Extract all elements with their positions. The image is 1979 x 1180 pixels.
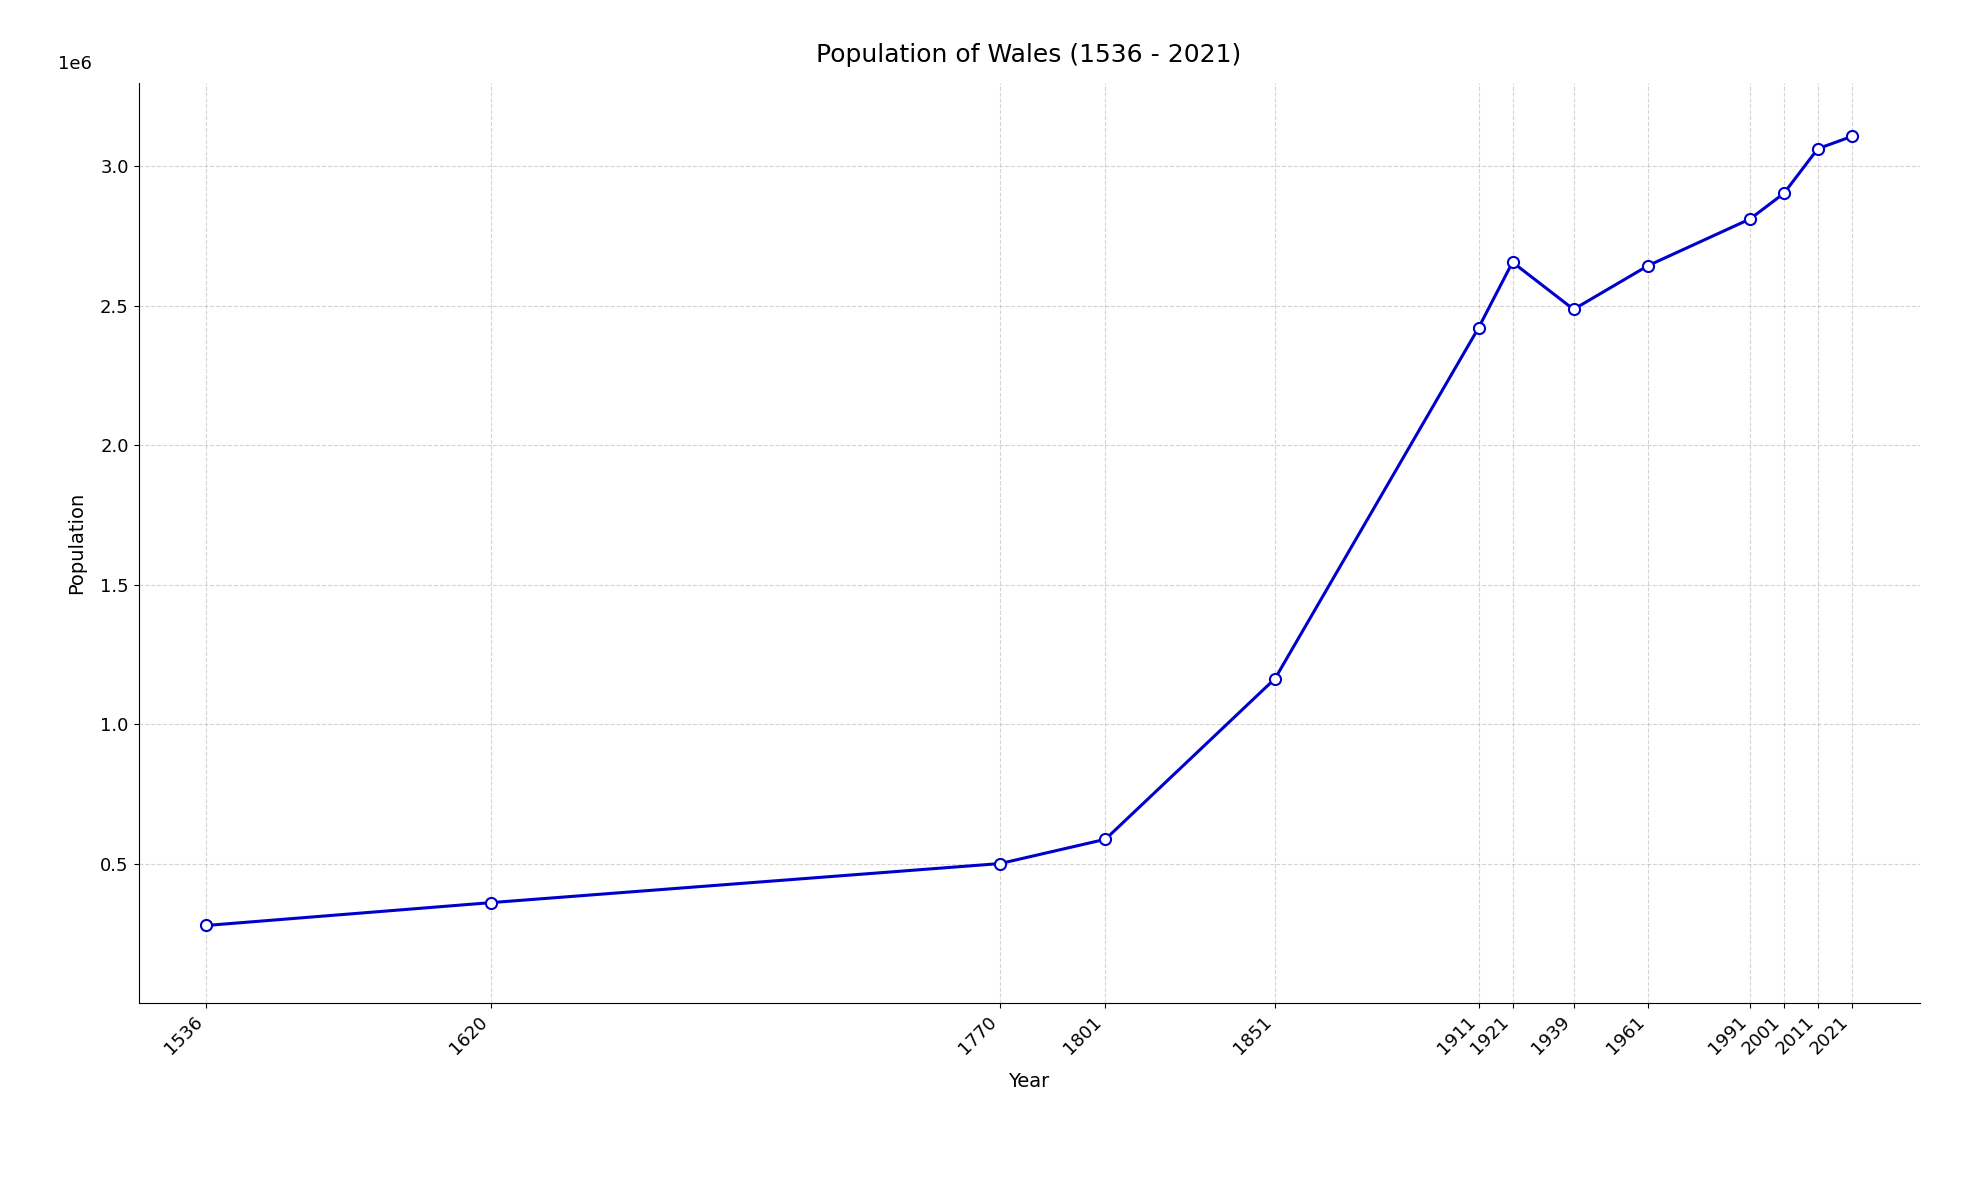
X-axis label: Year: Year	[1009, 1071, 1049, 1090]
Text: 1e6: 1e6	[59, 55, 93, 73]
Title: Population of Wales (1536 - 2021): Population of Wales (1536 - 2021)	[817, 42, 1241, 67]
Y-axis label: Population: Population	[67, 492, 87, 594]
